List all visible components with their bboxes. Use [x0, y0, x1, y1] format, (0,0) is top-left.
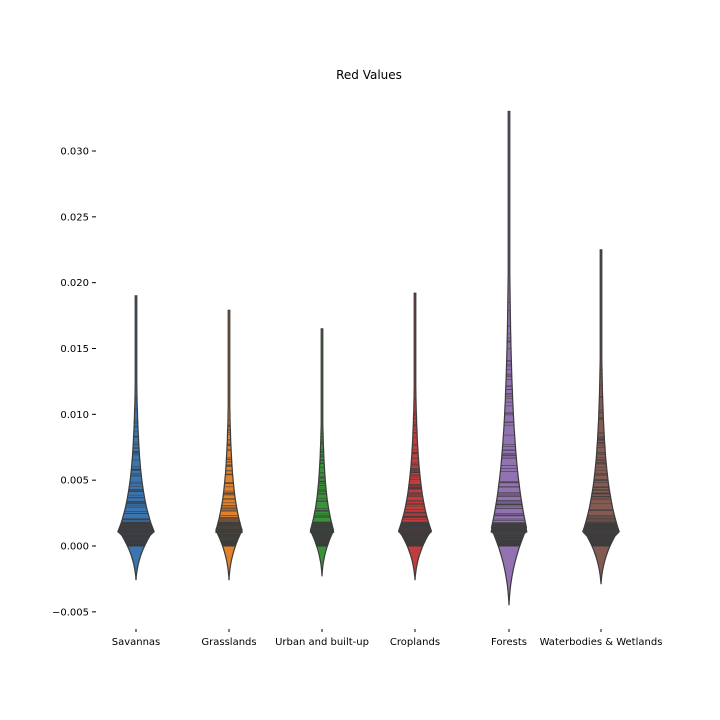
- violin-2: [309, 328, 335, 577]
- x-tick-label: Forests: [491, 637, 527, 648]
- y-tick-label: 0.020: [60, 278, 89, 289]
- violin-body: [491, 111, 527, 606]
- stick-band: [582, 522, 620, 546]
- y-tick-label: 0.025: [60, 212, 89, 223]
- y-tick-label: 0.015: [60, 344, 89, 355]
- violin-5: [582, 249, 620, 585]
- violins: [117, 110, 620, 606]
- stick-band: [490, 522, 528, 546]
- x-tick-label: Croplands: [390, 637, 440, 648]
- y-tick-label: −0.005: [52, 607, 89, 618]
- stick-band: [309, 522, 335, 546]
- violin-3: [397, 292, 433, 581]
- x-tick-label: Urban and built-up: [275, 637, 369, 648]
- violin-body: [117, 295, 155, 581]
- y-tick-label: 0.010: [60, 410, 89, 421]
- violin-body: [582, 249, 620, 585]
- stick-band: [215, 522, 243, 546]
- violin-0: [117, 295, 155, 581]
- violin-1: [215, 309, 243, 581]
- violin-outline: [215, 309, 243, 581]
- violin-4: [490, 110, 528, 606]
- violin-body: [398, 293, 432, 581]
- violin-outline: [397, 292, 433, 581]
- stick-band: [117, 522, 155, 546]
- x-tick-label: Savannas: [112, 637, 161, 648]
- violin-outline: [582, 249, 620, 585]
- violin-outline: [309, 328, 335, 577]
- y-tick-label: 0.005: [60, 476, 89, 487]
- x-tick-label: Grasslands: [201, 637, 256, 648]
- stick-band: [398, 522, 432, 546]
- violin-outline: [490, 110, 528, 606]
- chart-title: Red Values: [336, 68, 402, 82]
- x-axis: Savannas Grasslands Urban and built-up Crop…: [112, 629, 663, 648]
- y-tick-label: 0.030: [60, 147, 89, 158]
- violin-outline: [117, 295, 155, 581]
- violin-body: [310, 328, 334, 577]
- y-axis: −0.005 0.000 0.005 0.010 0.015 0.020 0.025 0.03…: [52, 147, 96, 618]
- x-tick-label: Waterbodies & Wetlands: [540, 637, 663, 648]
- y-tick-label: 0.000: [60, 542, 89, 553]
